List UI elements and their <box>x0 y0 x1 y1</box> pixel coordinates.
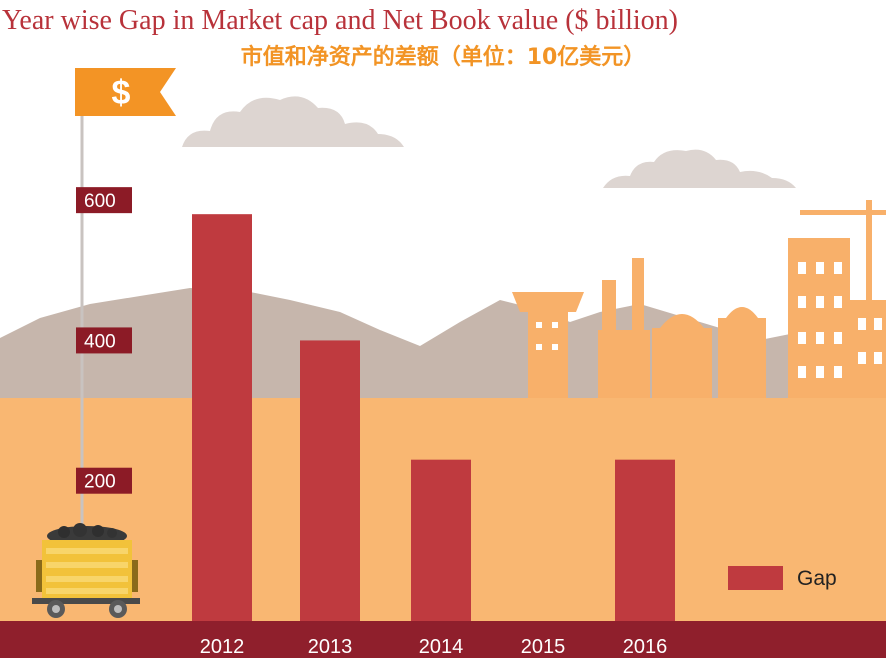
mine-cart-icon <box>32 523 140 618</box>
bar-series-gap <box>192 214 675 621</box>
cloud-icon-left <box>182 96 404 147</box>
y-tick-200: 200 <box>76 467 132 494</box>
x-tick-label-2014: 2014 <box>419 636 464 658</box>
y-tick-label: 200 <box>84 472 116 493</box>
dollar-flag-icon: $ <box>75 68 176 116</box>
y-tick-label: 600 <box>84 191 116 212</box>
bar-2013 <box>300 340 360 621</box>
y-tick-600: 600 <box>76 187 132 214</box>
factory-windows <box>536 262 882 378</box>
dollar-flag-symbol: $ <box>112 74 131 112</box>
x-tick-label-2015: 2015 <box>521 636 566 658</box>
x-tick-label-2016: 2016 <box>623 636 668 658</box>
cloud-icon-right <box>603 149 796 188</box>
legend-label-gap: Gap <box>797 567 837 590</box>
y-tick-badge <box>76 327 132 354</box>
x-axis-labels: 2012 2013 2014 2015 2016 <box>200 636 668 658</box>
chart-title: Year wise Gap in Market cap and Net Book… <box>2 5 678 36</box>
x-tick-label-2012: 2012 <box>200 636 245 658</box>
y-tick-badge <box>76 467 132 494</box>
legend: Gap <box>728 566 837 590</box>
y-tick-label: 400 <box>84 331 116 352</box>
x-tick-label-2013: 2013 <box>308 636 353 658</box>
bar-2012 <box>192 214 252 621</box>
ground-strip <box>0 621 886 658</box>
chart-subtitle: 市值和净资产的差额（单位：10亿美元） <box>241 44 646 70</box>
bar-2016 <box>615 459 675 621</box>
bar-2014 <box>411 459 471 621</box>
y-tick-400: 400 <box>76 327 132 354</box>
y-axis-ticks: 200 400 600 <box>76 187 132 494</box>
legend-swatch-gap <box>728 566 783 590</box>
y-tick-badge <box>76 187 132 214</box>
